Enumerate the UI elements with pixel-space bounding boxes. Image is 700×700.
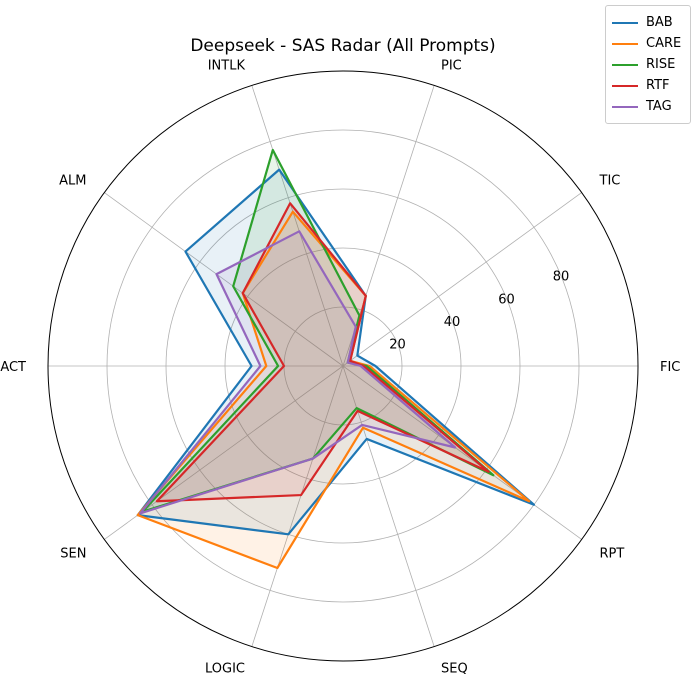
axis-label: SEN bbox=[60, 546, 86, 561]
radial-tick-label: 40 bbox=[444, 315, 461, 330]
radial-tick-labels: 20 40 60 80 bbox=[389, 270, 569, 353]
axis-label: FIC bbox=[660, 360, 680, 375]
axis-label: ALM bbox=[59, 174, 86, 189]
legend-item-rise: RISE bbox=[606, 54, 690, 75]
legend-label: BAB bbox=[646, 15, 673, 30]
legend-swatch bbox=[612, 84, 638, 87]
legend: BAB CARE RISE RTF TAG bbox=[605, 5, 691, 124]
legend-label: TAG bbox=[646, 99, 672, 114]
series-lines bbox=[136, 148, 536, 570]
series-line-bab bbox=[136, 168, 536, 536]
axis-label: SEQ bbox=[441, 662, 468, 677]
legend-label: RTF bbox=[646, 78, 670, 93]
axis-label: INTLK bbox=[208, 59, 246, 74]
radial-tick-label: 60 bbox=[498, 292, 515, 307]
series-area-tag bbox=[140, 231, 456, 514]
series-areas bbox=[137, 149, 534, 568]
legend-item-rtf: RTF bbox=[606, 75, 690, 96]
axis-label: RPT bbox=[600, 546, 625, 561]
legend-item-tag: TAG bbox=[606, 96, 690, 117]
spoke-line bbox=[342, 365, 582, 540]
legend-swatch bbox=[612, 63, 638, 66]
series-line-tag bbox=[139, 230, 457, 515]
chart-title: Deepseek - SAS Radar (All Prompts) bbox=[190, 36, 495, 56]
series-line-rtf bbox=[155, 202, 490, 503]
radial-tick-label: 80 bbox=[553, 270, 570, 285]
radial-tick-label: 20 bbox=[389, 337, 406, 352]
spoke-line bbox=[104, 192, 344, 367]
legend-label: RISE bbox=[646, 57, 676, 72]
axis-label: TIC bbox=[599, 174, 621, 189]
legend-swatch bbox=[612, 105, 638, 108]
legend-swatch bbox=[612, 42, 638, 45]
spoke-line bbox=[342, 365, 435, 647]
legend-item-care: CARE bbox=[606, 33, 690, 54]
outer-frame bbox=[47, 70, 639, 662]
radar-grid bbox=[47, 70, 639, 662]
series-area-care bbox=[137, 211, 530, 568]
series-area-rise bbox=[142, 149, 494, 512]
axis-label: LOGIC bbox=[205, 662, 245, 677]
legend-label: CARE bbox=[646, 36, 682, 51]
axis-labels: FIC TIC PIC INTLK ALM ACT SEN LOGIC SEQ RPT bbox=[0, 59, 680, 677]
legend-swatch bbox=[612, 21, 638, 24]
legend-item-bab: BAB bbox=[606, 12, 690, 33]
series-area-rtf bbox=[156, 203, 489, 502]
axis-label: PIC bbox=[441, 59, 462, 74]
axis-label: ACT bbox=[0, 360, 26, 375]
spoke-line bbox=[342, 192, 582, 367]
spoke-line bbox=[251, 85, 344, 367]
spoke-line bbox=[251, 365, 344, 647]
